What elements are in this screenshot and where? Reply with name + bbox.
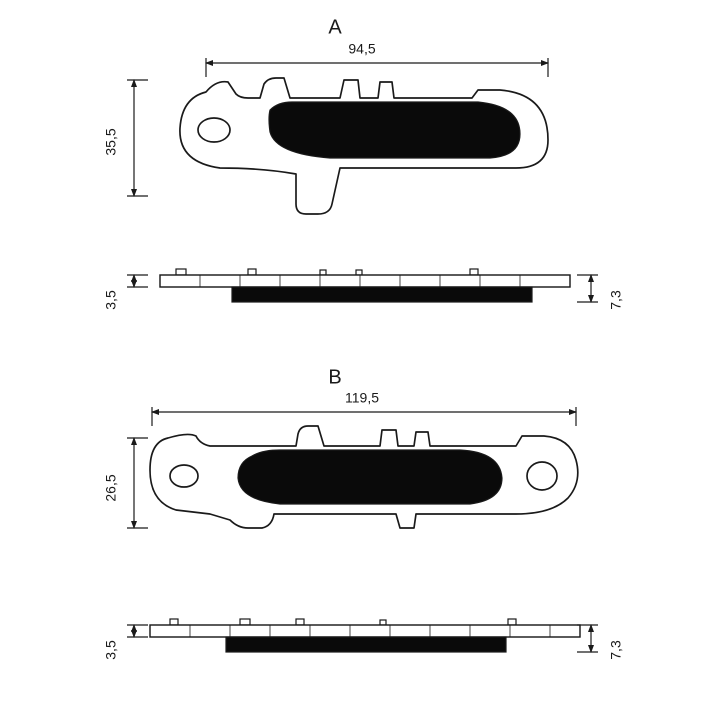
svg-text:7,3: 7,3 [608,640,624,660]
svg-text:26,5: 26,5 [103,474,119,501]
svg-text:3,5: 3,5 [103,640,119,660]
svg-text:A: A [328,16,342,38]
svg-text:3,5: 3,5 [103,290,119,310]
technical-drawing: A 94,5 35,5 3,5 7,3 B119,5 26,5 3,5 7,3 [0,0,724,724]
svg-text:94,5: 94,5 [348,41,375,57]
svg-text:7,3: 7,3 [608,290,624,310]
svg-text:119,5: 119,5 [345,390,379,406]
svg-text:B: B [328,366,341,388]
svg-text:35,5: 35,5 [103,128,119,155]
